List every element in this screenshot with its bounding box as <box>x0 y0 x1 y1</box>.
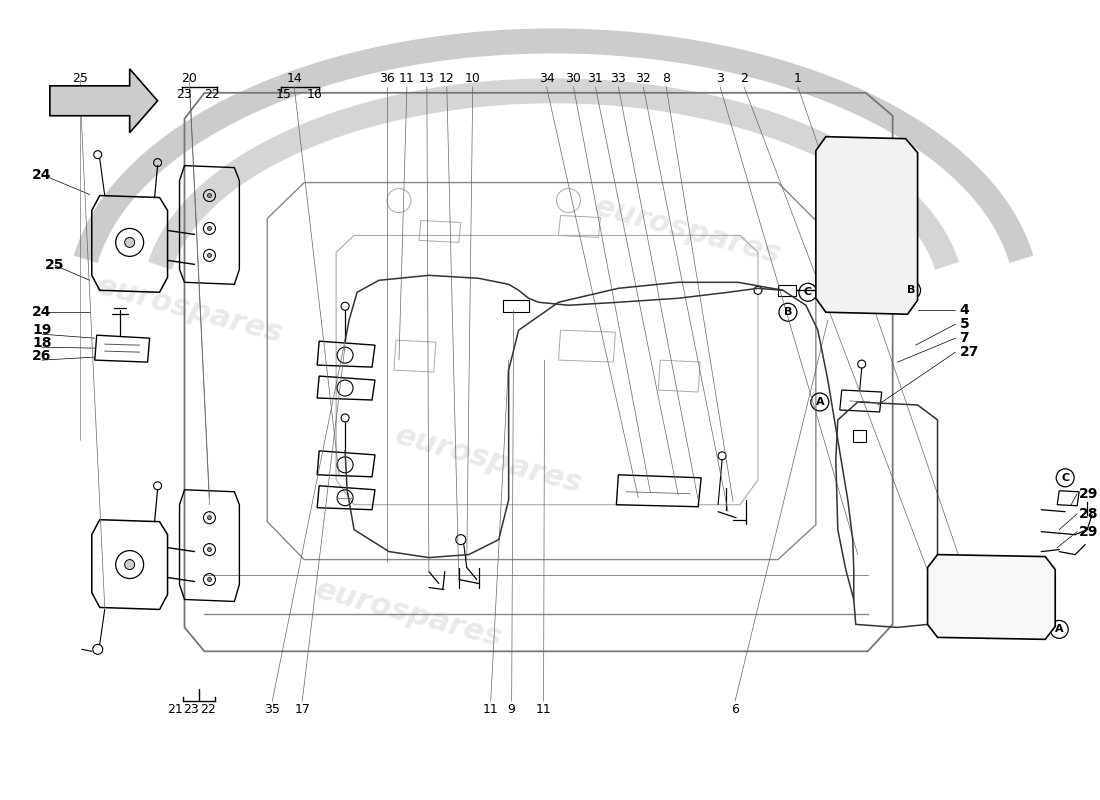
Text: eurospares: eurospares <box>592 191 785 270</box>
Text: 11: 11 <box>399 72 415 86</box>
Text: 23: 23 <box>176 88 191 102</box>
Text: A: A <box>1055 624 1064 634</box>
Text: 30: 30 <box>565 72 582 86</box>
Text: 32: 32 <box>636 72 651 86</box>
Polygon shape <box>972 613 1010 630</box>
Circle shape <box>124 559 134 570</box>
Text: C: C <box>1062 473 1069 482</box>
Circle shape <box>124 238 134 247</box>
Circle shape <box>754 286 762 294</box>
Text: 18: 18 <box>32 336 52 350</box>
Polygon shape <box>927 554 1055 639</box>
Text: C: C <box>804 287 812 298</box>
Text: 5: 5 <box>959 317 969 331</box>
Text: 24: 24 <box>32 306 52 319</box>
Polygon shape <box>616 475 701 506</box>
Text: 10: 10 <box>465 72 481 86</box>
Circle shape <box>208 226 211 230</box>
Text: 23: 23 <box>184 702 199 716</box>
Circle shape <box>208 254 211 258</box>
Text: A: A <box>815 397 824 407</box>
Text: 6: 6 <box>732 702 739 716</box>
Text: 17: 17 <box>295 702 310 716</box>
Text: 35: 35 <box>264 702 280 716</box>
Polygon shape <box>778 286 796 296</box>
Text: 36: 36 <box>379 72 395 86</box>
Text: 13: 13 <box>419 72 435 86</box>
Text: 25: 25 <box>72 72 88 86</box>
Text: 25: 25 <box>45 258 65 272</box>
Text: 21: 21 <box>167 702 183 716</box>
Text: 31: 31 <box>587 72 603 86</box>
Text: 33: 33 <box>610 72 626 86</box>
Text: eurospares: eurospares <box>312 575 506 654</box>
Text: eurospares: eurospares <box>392 421 585 498</box>
Text: 2: 2 <box>740 72 748 86</box>
Text: 22: 22 <box>205 88 220 102</box>
Text: 11: 11 <box>483 702 498 716</box>
Text: 8: 8 <box>662 72 670 86</box>
Text: 19: 19 <box>32 323 52 337</box>
Text: 34: 34 <box>539 72 554 86</box>
Text: B: B <box>783 307 792 318</box>
Circle shape <box>856 193 876 213</box>
Text: B: B <box>908 286 916 295</box>
Circle shape <box>208 194 211 198</box>
Polygon shape <box>503 300 529 312</box>
Text: eurospares: eurospares <box>92 271 286 349</box>
Text: 16: 16 <box>306 88 322 102</box>
Text: 28: 28 <box>1079 506 1099 521</box>
Polygon shape <box>816 137 917 314</box>
Text: 26: 26 <box>32 349 52 363</box>
Text: 24: 24 <box>32 167 52 182</box>
Text: 4: 4 <box>959 303 969 318</box>
Text: 1: 1 <box>794 72 802 86</box>
Circle shape <box>208 578 211 582</box>
Polygon shape <box>50 69 157 133</box>
Circle shape <box>208 548 211 552</box>
Text: 29: 29 <box>1079 525 1099 538</box>
Text: 15: 15 <box>275 88 292 102</box>
Text: 29: 29 <box>1079 486 1099 501</box>
Text: 12: 12 <box>439 72 454 86</box>
Text: 3: 3 <box>716 72 724 86</box>
Text: 22: 22 <box>200 702 217 716</box>
Text: 14: 14 <box>286 72 302 86</box>
Text: 27: 27 <box>959 345 979 359</box>
Polygon shape <box>852 430 866 442</box>
Circle shape <box>208 516 211 520</box>
Polygon shape <box>836 278 892 302</box>
Text: 9: 9 <box>508 702 516 716</box>
Text: 11: 11 <box>536 702 551 716</box>
Text: 7: 7 <box>959 331 969 345</box>
Text: 20: 20 <box>182 72 197 86</box>
